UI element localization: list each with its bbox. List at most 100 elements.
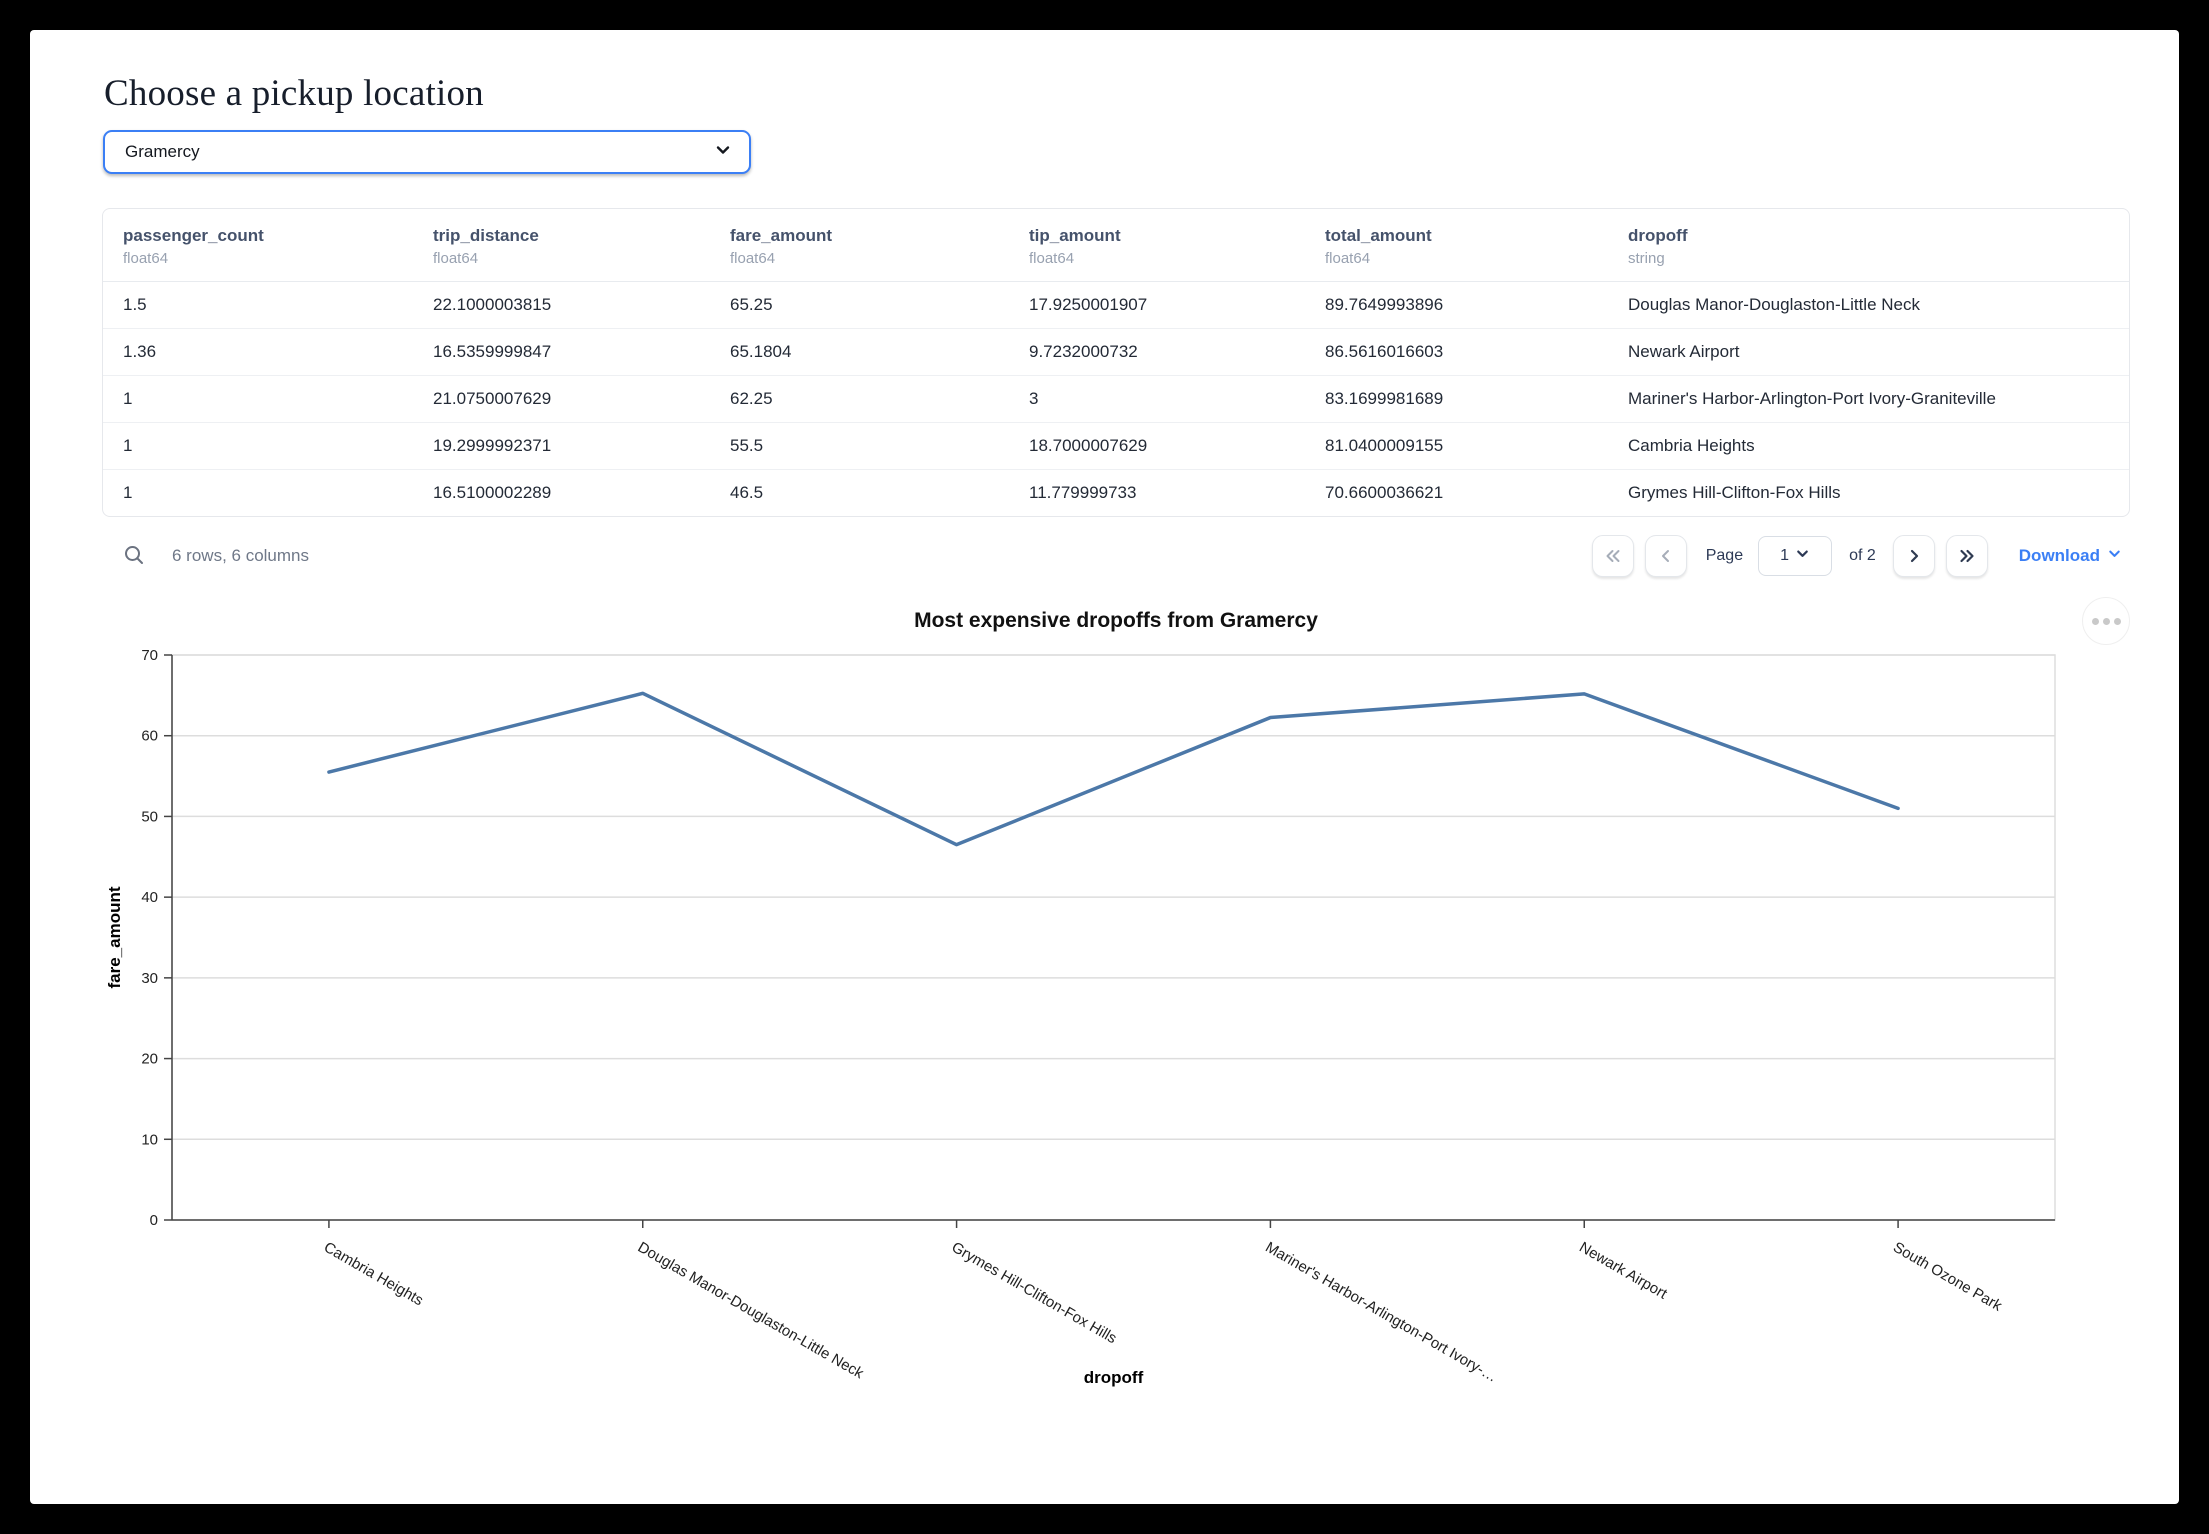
table-cell: 16.5100002289	[413, 469, 710, 516]
double-chevron-right-icon	[1957, 548, 1977, 564]
column-name: passenger_count	[123, 226, 264, 245]
pickup-location-select[interactable]: Gramercy	[103, 130, 751, 174]
column-header-passenger_count[interactable]: passenger_count float64	[103, 209, 413, 282]
table-cell: 70.6600036621	[1305, 469, 1608, 516]
line-chart: 0 10 20 30 40 50 60 70 Cambria Heights Douglas Ma…	[105, 647, 2056, 1387]
table-cell: Douglas Manor-Douglaston-Little Neck	[1628, 295, 1920, 314]
column-dtype: float64	[123, 250, 169, 267]
y-tick-label: 0	[150, 1212, 158, 1229]
column-dtype: float64	[1325, 250, 1371, 267]
pickup-select-value: Gramercy	[125, 142, 200, 161]
table-header-row: passenger_count float64 trip_distance fl…	[103, 209, 2129, 282]
ellipsis-icon	[2091, 617, 2121, 625]
y-tick-label: 60	[141, 728, 158, 745]
page-label: Page	[1705, 547, 1744, 564]
column-dtype: string	[1628, 250, 1665, 267]
page-title: Choose a pickup location	[104, 73, 484, 114]
chevron-left-icon	[1658, 548, 1674, 564]
table-cell: 62.25	[710, 375, 1009, 423]
last-page-button[interactable]	[1945, 535, 1988, 577]
table-cell: Cambria Heights	[1608, 422, 2129, 470]
table-cell: 1.36	[103, 328, 413, 376]
column-name: trip_distance	[433, 226, 539, 245]
column-name: tip_amount	[1029, 226, 1121, 245]
x-tick-label: Newark Airport	[1576, 1239, 1670, 1303]
table-row: 1 19.2999992371 55.5 18.7000007629 81.040000…	[103, 422, 2129, 470]
data-table-card: passenger_count float64 trip_distance fl…	[102, 208, 2130, 517]
previous-page-button[interactable]	[1644, 535, 1687, 577]
table-body: 1.5 22.1000003815 65.25 17.9250001907 89.764…	[103, 282, 2129, 516]
x-tick-label: South Ozone Park	[1890, 1239, 2005, 1315]
table-footer: 6 rows, 6 columns Page 1 of 2	[102, 533, 2130, 579]
table-cell: 65.25	[730, 295, 773, 314]
table-cell: 83.1699981689	[1305, 375, 1608, 423]
table-row: 1.36 16.5359999847 65.1804 9.7232000732 86.5…	[103, 328, 2129, 376]
x-tick-label: Mariner's Harbor-Arlington-Port Ivory-…	[1262, 1239, 1500, 1386]
table-cell: 1	[103, 422, 413, 470]
column-dtype: float64	[730, 250, 776, 267]
table-cell: Newark Airport	[1608, 328, 2129, 376]
table-cell: 86.5616016603	[1305, 328, 1608, 376]
table-cell: Grymes Hill-Clifton-Fox Hills	[1608, 469, 2129, 516]
y-tick-label: 50	[141, 808, 158, 825]
x-axis-title: dropoff	[1084, 1368, 1144, 1387]
chevron-down-icon	[2107, 546, 2122, 566]
table-cell: 3	[1009, 375, 1305, 423]
x-tick-label: Grymes Hill-Clifton-Fox Hills	[949, 1239, 1120, 1347]
app-window: Choose a pickup location Gramercy passen…	[30, 30, 2179, 1504]
page-number-select[interactable]: 1	[1758, 536, 1833, 576]
table-cell: 1	[103, 469, 413, 516]
chevron-down-icon	[1795, 546, 1810, 566]
chart-menu-button[interactable]	[2082, 597, 2130, 645]
first-page-button[interactable]	[1591, 535, 1634, 577]
table-cell: 19.2999992371	[413, 422, 710, 470]
download-button[interactable]: Download	[2013, 545, 2128, 567]
search-button[interactable]	[122, 543, 146, 570]
table-cell: 89.7649993896	[1325, 295, 1444, 314]
table-cell: 17.9250001907	[1029, 295, 1148, 314]
magnifier-icon	[122, 543, 146, 570]
column-name: dropoff	[1628, 226, 1688, 245]
y-axis-title: fare_amount	[105, 886, 124, 988]
column-header-total_amount[interactable]: total_amount float64	[1305, 209, 1608, 282]
table-cell: 55.5	[710, 422, 1009, 470]
y-tick-label: 70	[141, 647, 158, 664]
y-tick-label: 40	[141, 889, 158, 906]
next-page-button[interactable]	[1892, 535, 1935, 577]
table-row: 1 21.0750007629 62.25 3 83.1699981689 Mariner…	[103, 375, 2129, 423]
table-cell: 18.7000007629	[1009, 422, 1305, 470]
table-cell: 1	[103, 375, 413, 423]
double-chevron-left-icon	[1603, 548, 1623, 564]
table-cell: 65.1804	[710, 328, 1009, 376]
column-name: total_amount	[1325, 226, 1432, 245]
column-header-trip_distance[interactable]: trip_distance float64	[413, 209, 710, 282]
table-cell: 21.0750007629	[413, 375, 710, 423]
table-cell: 9.7232000732	[1009, 328, 1305, 376]
chart-title: Most expensive dropoffs from Gramercy	[914, 609, 1318, 632]
table-cell: 16.5359999847	[413, 328, 710, 376]
chevron-right-icon	[1906, 548, 1922, 564]
y-tick-label: 10	[141, 1131, 158, 1148]
column-header-tip_amount[interactable]: tip_amount float64	[1009, 209, 1305, 282]
column-header-fare_amount[interactable]: fare_amount float64	[710, 209, 1009, 282]
table-cell: Mariner's Harbor-Arlington-Port Ivory-Gr…	[1608, 375, 2129, 423]
page-number-value: 1	[1780, 547, 1790, 564]
download-label: Download	[2018, 546, 2100, 565]
column-name: fare_amount	[730, 226, 833, 245]
table-cell: 11.779999733	[1009, 469, 1305, 516]
table-cell: 1.5	[123, 295, 147, 314]
column-dtype: float64	[433, 250, 479, 267]
x-tick-label: Cambria Heights	[321, 1239, 426, 1310]
table-row: 1 16.5100002289 46.5 11.779999733 70.6600036…	[103, 469, 2129, 516]
table-cell: 46.5	[710, 469, 1009, 516]
table-row: 1.5 22.1000003815 65.25 17.9250001907 89.764…	[103, 282, 2129, 329]
column-header-dropoff[interactable]: dropoff string	[1608, 209, 2129, 282]
column-dtype: float64	[1029, 250, 1075, 267]
page-count-label: of 2	[1849, 547, 1876, 564]
y-tick-label: 30	[141, 970, 158, 987]
chevron-down-icon	[713, 140, 733, 165]
table-summary: 6 rows, 6 columns	[172, 546, 309, 565]
x-tick-label: Douglas Manor-Douglaston-Little Neck	[635, 1239, 867, 1383]
fare-amount-line	[327, 691, 1900, 847]
table-cell: 81.0400009155	[1305, 422, 1608, 470]
